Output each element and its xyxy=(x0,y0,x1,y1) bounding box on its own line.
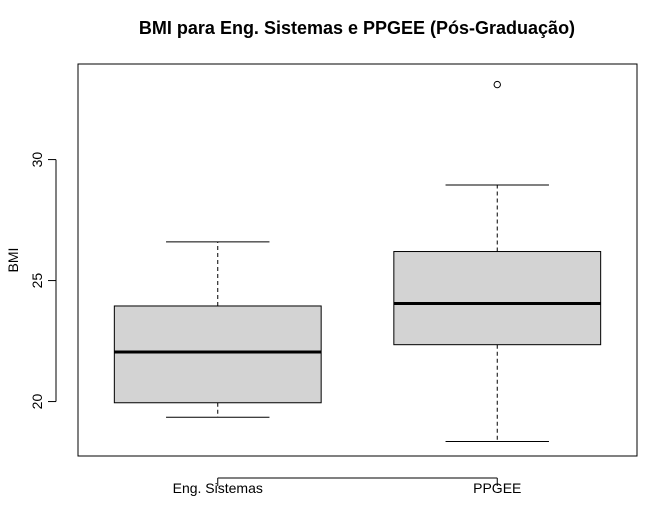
iqr-box xyxy=(113,305,322,404)
chart-title: BMI para Eng. Sistemas e PPGEE (Pós-Grad… xyxy=(139,18,575,38)
y-tick-label: 25 xyxy=(29,273,45,289)
x-tick-label: Eng. Sistemas xyxy=(173,480,263,496)
outlier-point xyxy=(493,80,501,89)
y-tick-label: 20 xyxy=(29,394,45,410)
iqr-box xyxy=(393,251,602,346)
plot-frame xyxy=(77,63,638,457)
y-axis-label: BMI xyxy=(5,248,21,273)
x-tick-label: PPGEE xyxy=(473,480,521,496)
y-tick-label: 30 xyxy=(29,152,45,168)
